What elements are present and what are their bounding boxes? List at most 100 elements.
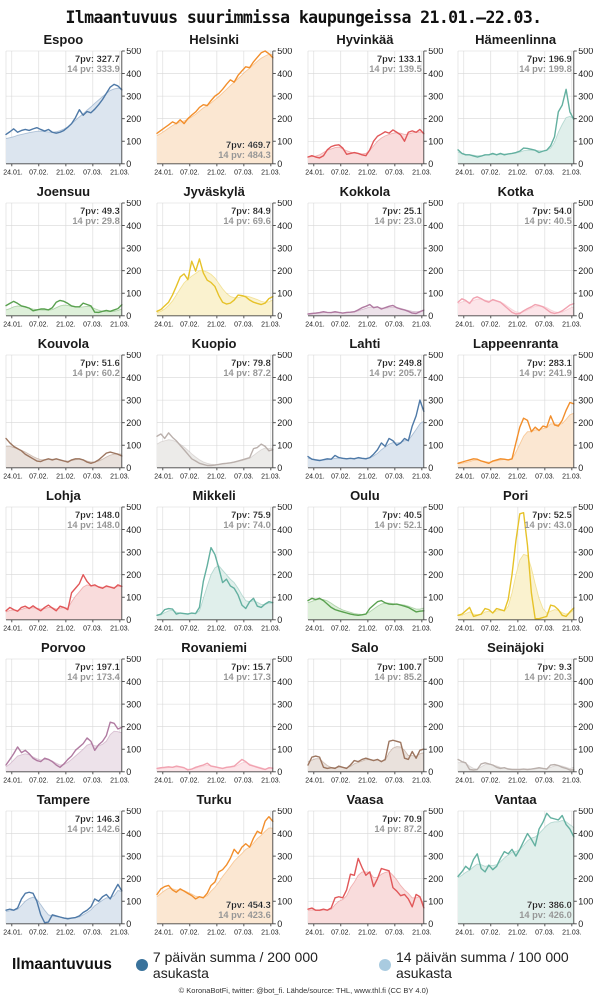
- svg-text:07.02.: 07.02.: [481, 321, 500, 328]
- svg-text:400: 400: [126, 373, 141, 383]
- svg-text:500: 500: [428, 656, 443, 664]
- svg-text:100: 100: [126, 136, 141, 146]
- chart-city-title: Lahti: [349, 336, 381, 351]
- chart-city-title: Espoo: [43, 32, 84, 47]
- svg-text:400: 400: [277, 677, 292, 687]
- stat-7day: 7pv: 100.7: [376, 662, 421, 672]
- page-title: Ilmaantuvuus suurimmissa kaupungeissa 21…: [65, 8, 542, 27]
- svg-text:100: 100: [428, 896, 443, 906]
- line-14day: [156, 565, 273, 617]
- svg-text:500: 500: [126, 808, 141, 816]
- svg-text:07.02.: 07.02.: [481, 929, 500, 936]
- svg-text:0: 0: [579, 463, 584, 473]
- svg-text:300: 300: [428, 699, 443, 709]
- chart-canvas: 500 400 300 200 100 0 24.01. 07.02. 21.02. 07.03.…: [154, 504, 292, 632]
- svg-text:0: 0: [277, 311, 282, 321]
- line-7day: [306, 597, 424, 617]
- svg-text:300: 300: [428, 243, 443, 253]
- svg-text:21.02.: 21.02.: [508, 321, 527, 328]
- chart-cell: Kuopio 500 400 300 200 100 0 24.01. 07.02. 21.02.…: [153, 336, 304, 488]
- stat-7day: 7pv: 386.0: [527, 900, 572, 910]
- x-axis-labels: 24.01. 07.02. 21.02. 07.03. 21.03.: [305, 929, 431, 936]
- svg-text:21.03.: 21.03.: [562, 473, 581, 480]
- stat-14day: 14 pv: 40.5: [525, 216, 572, 226]
- y-axis-labels: 500 400 300 200 100 0: [126, 200, 141, 321]
- x-axis-labels: 24.01. 07.02. 21.02. 07.03. 21.03.: [305, 777, 431, 784]
- svg-text:300: 300: [277, 547, 292, 557]
- svg-text:200: 200: [126, 874, 141, 884]
- axes: [156, 202, 276, 319]
- svg-text:24.01.: 24.01.: [3, 777, 22, 784]
- stat-14day: 14 pv: 148.0: [67, 520, 120, 530]
- chart-canvas: 500 400 300 200 100 0 24.01. 07.02. 21.02. 07.03.…: [3, 656, 141, 784]
- line-7day: [5, 83, 123, 136]
- y-axis-labels: 500 400 300 200 100 0: [277, 352, 292, 473]
- x-axis-labels: 24.01. 07.02. 21.02. 07.03. 21.03.: [3, 321, 129, 328]
- x-axis-labels: 24.01. 07.02. 21.02. 07.03. 21.03.: [456, 929, 582, 936]
- legend: Ilmaantuvuus 7 päivän summa / 200 000 as…: [2, 949, 605, 981]
- svg-text:400: 400: [579, 677, 594, 687]
- svg-text:07.03.: 07.03.: [535, 169, 554, 176]
- svg-text:300: 300: [126, 395, 141, 405]
- svg-text:21.02.: 21.02.: [207, 473, 226, 480]
- svg-text:24.01.: 24.01.: [456, 929, 475, 936]
- svg-text:21.02.: 21.02.: [56, 929, 75, 936]
- svg-text:400: 400: [579, 829, 594, 839]
- footer-credit: © KoronaBotFi, twitter: @bot_fi. Lähde/s…: [178, 986, 429, 995]
- stat-14day: 14 pv: 173.4: [67, 672, 120, 682]
- svg-text:24.01.: 24.01.: [456, 625, 475, 632]
- svg-text:24.01.: 24.01.: [3, 169, 22, 176]
- x-axis-labels: 24.01. 07.02. 21.02. 07.03. 21.03.: [456, 321, 582, 328]
- svg-text:300: 300: [126, 547, 141, 557]
- axes: [5, 202, 125, 319]
- svg-text:24.01.: 24.01.: [456, 321, 475, 328]
- svg-text:07.02.: 07.02.: [29, 625, 48, 632]
- stat-14day: 14 pv: 74.0: [223, 520, 270, 530]
- svg-text:21.02.: 21.02.: [207, 777, 226, 784]
- axes: [458, 50, 578, 167]
- chart-canvas: 500 400 300 200 100 0 24.01. 07.02. 21.02. 07.03.…: [305, 352, 443, 480]
- chart-city-title: Rovaniemi: [181, 640, 247, 655]
- x-axis-labels: 24.01. 07.02. 21.02. 07.03. 21.03.: [3, 169, 129, 176]
- svg-text:400: 400: [277, 373, 292, 383]
- svg-text:500: 500: [126, 656, 141, 664]
- chart-city-title: Kokkola: [339, 184, 391, 199]
- stat-7day: 7pv: 49.3: [80, 206, 120, 216]
- line-7day: [457, 88, 575, 158]
- svg-text:200: 200: [428, 114, 443, 124]
- area-14day: [458, 820, 575, 924]
- stat-14day: 14 pv: 241.9: [520, 368, 573, 378]
- svg-text:500: 500: [428, 48, 443, 56]
- stat-14day: 14 pv: 484.3: [218, 150, 271, 160]
- svg-text:300: 300: [579, 243, 594, 253]
- axes: [307, 658, 427, 775]
- svg-text:21.03.: 21.03.: [562, 777, 581, 784]
- svg-text:100: 100: [579, 440, 594, 450]
- svg-text:21.03.: 21.03.: [562, 929, 581, 936]
- svg-text:21.03.: 21.03.: [110, 777, 129, 784]
- chart-canvas: 500 400 300 200 100 0 24.01. 07.02. 21.02. 07.03.…: [154, 48, 292, 176]
- svg-text:500: 500: [428, 504, 443, 512]
- svg-text:300: 300: [579, 395, 594, 405]
- line-7day: [306, 857, 424, 911]
- axes: [156, 658, 276, 775]
- svg-text:400: 400: [579, 525, 594, 535]
- svg-text:400: 400: [428, 373, 443, 383]
- svg-text:100: 100: [277, 288, 292, 298]
- svg-text:24.01.: 24.01.: [154, 321, 173, 328]
- chart-canvas: 500 400 300 200 100 0 24.01. 07.02. 21.02. 07.03.…: [3, 48, 141, 176]
- svg-text:200: 200: [277, 570, 292, 580]
- svg-text:0: 0: [126, 767, 131, 777]
- chart-canvas: 500 400 300 200 100 0 24.01. 07.02. 21.02. 07.03.…: [3, 808, 141, 936]
- chart-canvas: 500 400 300 200 100 0 24.01. 07.02. 21.02. 07.03.…: [456, 352, 594, 480]
- chart-city-title: Vantaa: [494, 792, 537, 807]
- svg-text:07.02.: 07.02.: [180, 321, 199, 328]
- svg-text:0: 0: [277, 159, 282, 169]
- chart-cell: Turku 500 400 300 200 100 0 24.01. 07.02. 21.02. 0…: [153, 792, 304, 944]
- svg-text:0: 0: [126, 311, 131, 321]
- stat-7day: 7pv: 84.9: [231, 206, 271, 216]
- svg-text:24.01.: 24.01.: [305, 929, 324, 936]
- y-axis-labels: 500 400 300 200 100 0: [277, 504, 292, 625]
- stat-14day: 14 pv: 20.3: [525, 672, 572, 682]
